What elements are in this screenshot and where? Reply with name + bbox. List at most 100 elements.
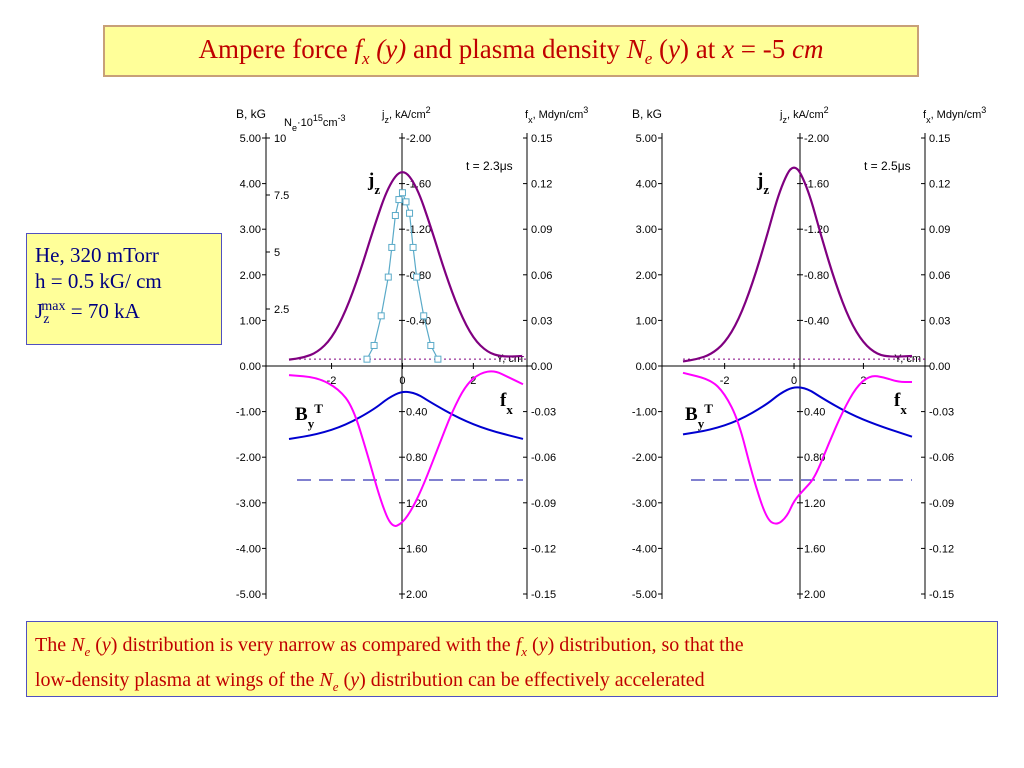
- f-tick-label: 0.06: [929, 270, 950, 282]
- j-tick-label: 1.60: [406, 543, 427, 555]
- f-tick-label: -0.12: [929, 543, 954, 555]
- j-tick-label: 1.20: [804, 498, 825, 510]
- param-j-val: = 70 kA: [65, 299, 140, 323]
- j-tick-label: -2.00: [804, 133, 829, 145]
- j-tick-label: -0.40: [804, 315, 829, 327]
- f-axis-title: fx, Mdyn/cm3: [525, 105, 588, 125]
- ne-point: [434, 355, 442, 363]
- note-part: The: [35, 634, 72, 656]
- slide-title: Ampere force fx (y) and plasma density N…: [103, 25, 919, 77]
- b-tick-label: 0.00: [636, 361, 657, 373]
- note-part: (: [90, 634, 102, 656]
- param-j-sup: max: [41, 299, 66, 314]
- note-f: f: [515, 634, 522, 656]
- fx-label-part: f: [894, 390, 901, 411]
- f-axis-title-part: x: [528, 115, 533, 125]
- jz-curve: [288, 171, 524, 361]
- title-n-sub: e: [644, 48, 653, 68]
- j-axis-title: jz, kA/cm2: [779, 105, 829, 125]
- j-tick-label: 0.80: [406, 452, 427, 464]
- title-arg: (y): [369, 33, 407, 64]
- ne-point: [377, 312, 385, 320]
- ne-point: [384, 273, 392, 281]
- parameters-box: He, 320 mTorr h = 0.5 kG/ cm Jzmax = 70 …: [26, 233, 222, 345]
- title-part: and plasma density: [406, 33, 627, 64]
- j-tick-label: -0.80: [804, 270, 829, 282]
- by-label-part: T: [704, 401, 713, 416]
- j-axis-title-part: , kA/cm: [787, 109, 824, 121]
- note-part: ) distribution is very narrow as compare…: [110, 634, 516, 656]
- f-axis-title-part: 3: [981, 105, 986, 115]
- ne-axis-title: Ne·1015cm-3: [284, 113, 346, 133]
- f-tick-label: -0.15: [531, 589, 556, 601]
- ne-tick-label: 5: [274, 247, 280, 259]
- note-n-sub: e: [84, 644, 91, 659]
- fx-label-part: f: [500, 390, 507, 411]
- note-part: (: [338, 669, 351, 691]
- note-n: N: [319, 669, 333, 691]
- conclusion-note: The Ne (y) distribution is very narrow a…: [26, 621, 998, 697]
- by-label: ByT: [685, 401, 713, 431]
- b-tick-label: 4.00: [636, 179, 657, 191]
- fx-curve: [682, 371, 912, 525]
- f-tick-label: -0.03: [929, 407, 954, 419]
- ne-tick-label: 2.5: [274, 304, 289, 316]
- f-tick-label: -0.12: [531, 543, 556, 555]
- by-label-part: T: [314, 401, 323, 416]
- b-tick-label: 1.00: [240, 315, 261, 327]
- f-tick-label: 0.00: [531, 361, 552, 373]
- f-axis-title-part: x: [926, 115, 931, 125]
- f-axis-title-part: 3: [583, 105, 588, 115]
- f-tick-label: -0.06: [531, 452, 556, 464]
- j-tick-label: 1.20: [406, 498, 427, 510]
- b-axis-title: B, kG: [236, 107, 266, 121]
- note-n-sub: e: [332, 679, 339, 694]
- y-tick-label: 2: [470, 375, 476, 387]
- b-tick-label: -3.00: [632, 498, 657, 510]
- j-tick-label: 2.00: [804, 589, 825, 601]
- b-tick-label: 1.00: [636, 315, 657, 327]
- f-tick-label: 0.03: [929, 315, 950, 327]
- ne-axis-title-part: N: [284, 117, 292, 129]
- b-tick-label: -1.00: [236, 407, 261, 419]
- ne-axis-title-part: cm: [323, 117, 338, 129]
- b-tick-label: -4.00: [236, 543, 261, 555]
- b-tick-label: 5.00: [240, 133, 261, 145]
- fx-label-part: x: [506, 402, 513, 417]
- by-label-part: y: [698, 416, 705, 431]
- j-axis-title-part: z: [782, 115, 787, 125]
- f-tick-label: 0.15: [531, 133, 552, 145]
- title-f: f: [354, 33, 362, 64]
- j-tick-label: -1.60: [406, 179, 431, 191]
- jz-label-part: j: [756, 170, 763, 191]
- note-y: y: [538, 634, 548, 656]
- y-tick-label: 0: [399, 375, 405, 387]
- fx-label: fx: [500, 390, 513, 417]
- note-n: N: [71, 634, 85, 656]
- b-tick-label: -5.00: [236, 589, 261, 601]
- j-tick-label: 1.60: [804, 543, 825, 555]
- by-curve: [288, 390, 524, 440]
- title-text: Ampere force fx (y) and plasma density N…: [199, 34, 824, 69]
- ne-point: [391, 212, 399, 220]
- ne-axis-title-part: ·10: [297, 117, 313, 129]
- j-tick-label: -1.20: [406, 224, 431, 236]
- note-part: (: [527, 634, 539, 656]
- f-axis-title-part: f: [525, 109, 529, 121]
- ne-axis-title-part: 15: [313, 113, 323, 123]
- jz-label-part: z: [763, 182, 769, 197]
- title-unit: cm: [791, 33, 824, 64]
- y-tick-label: -2: [327, 375, 337, 387]
- f-tick-label: 0.09: [929, 224, 950, 236]
- title-f-sub: x: [361, 48, 370, 68]
- f-axis-title-part: f: [923, 109, 927, 121]
- b-tick-label: 3.00: [240, 224, 261, 236]
- b-axis-title: B, kG: [632, 107, 662, 121]
- note-part: low-density plasma at wings of the: [35, 669, 320, 691]
- f-axis-title-part: , Mdyn/cm: [533, 109, 584, 121]
- title-part: = -5: [734, 33, 792, 64]
- chart-panel-1: 5.00 4.00 3.00 2.00 1.00 0.00 -1.00 -2.00 -3.00 -…: [236, 105, 588, 601]
- fx-label: fx: [894, 390, 907, 417]
- b-tick-label: 0.00: [240, 361, 261, 373]
